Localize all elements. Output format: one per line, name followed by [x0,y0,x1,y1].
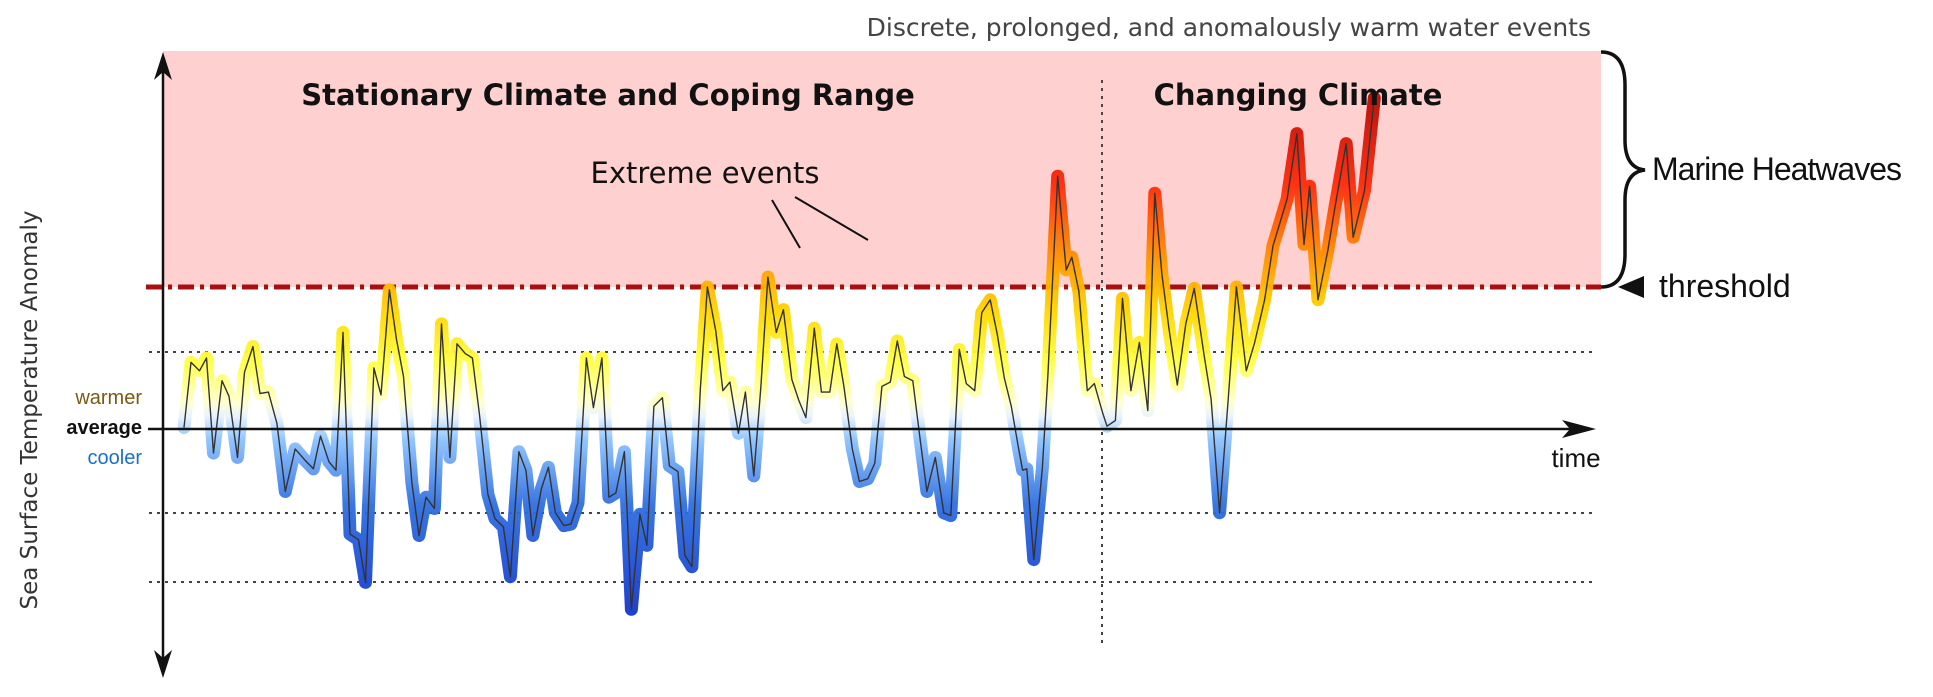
y-axis-arrow-up [154,52,172,80]
heatwave-brace [1600,50,1646,289]
x-axis-arrow [1562,420,1596,438]
extreme-events-label: Extreme events [591,156,820,190]
y-tick-warmer: warmer [74,387,142,409]
x-axis [148,420,1596,438]
marine-heatwaves-label: Marine Heatwaves [1652,151,1901,187]
stationary-region-title: Stationary Climate and Coping Range [301,78,915,112]
y-axis [154,52,172,678]
sst-series-line [183,98,1375,610]
y-axis-title: Sea Surface Temperature Anomaly [17,211,43,610]
sst-series [177,91,1381,616]
y-axis-arrow-down [154,650,172,678]
y-tick-cooler: cooler [88,447,143,469]
y-tick-average: average [66,417,142,439]
header-caption: Discrete, prolonged, and anomalously war… [867,13,1591,42]
x-axis-title: time [1551,443,1600,473]
threshold-pointer [1618,276,1644,298]
extreme-events-leaders [771,196,869,249]
threshold-label: threshold [1659,268,1791,304]
changing-region-title: Changing Climate [1154,78,1443,112]
